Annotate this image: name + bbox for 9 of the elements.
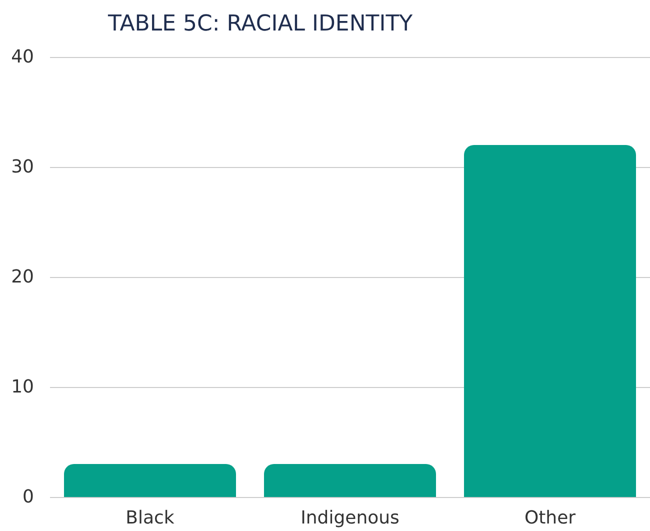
y-tick-label: 10 xyxy=(11,376,34,398)
chart-title: TABLE 5C: RACIAL IDENTITY xyxy=(107,12,414,36)
x-tick-label: Indigenous xyxy=(300,508,400,528)
y-tick-label: 40 xyxy=(11,46,34,68)
x-tick-label: Other xyxy=(524,508,576,528)
y-tick-label: 20 xyxy=(11,266,34,288)
y-tick-label: 30 xyxy=(11,156,34,178)
y-tick-label: 0 xyxy=(22,486,34,508)
x-tick-label: Black xyxy=(126,508,175,528)
